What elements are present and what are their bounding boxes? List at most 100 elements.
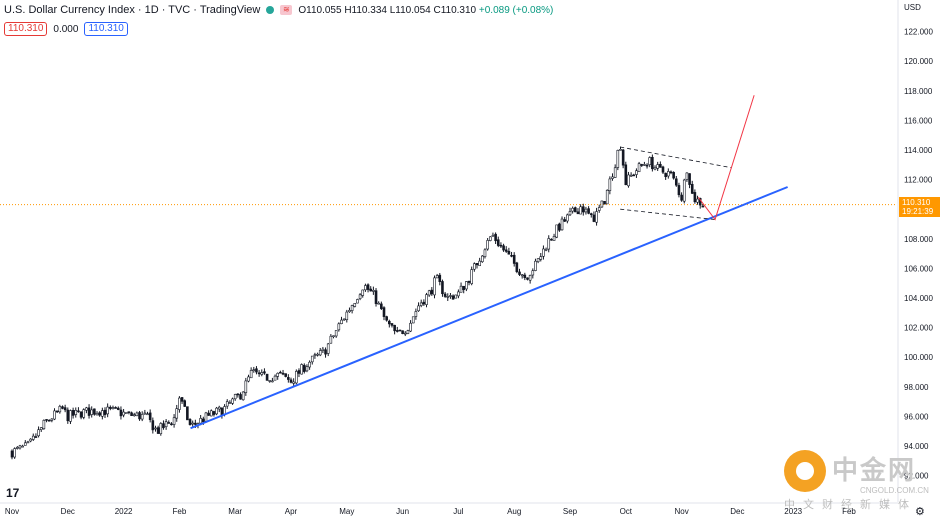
candle: [574, 206, 577, 213]
candle: [605, 189, 609, 205]
candle: [77, 407, 80, 413]
candle: [401, 330, 404, 335]
candle: [289, 377, 293, 384]
candle: [356, 298, 359, 304]
candle: [340, 316, 343, 325]
candle: [651, 154, 654, 172]
candle: [390, 323, 394, 328]
candle: [457, 289, 460, 299]
candle: [470, 266, 473, 286]
channel-lower-line[interactable]: [620, 208, 716, 220]
candle: [414, 308, 418, 320]
candle: [220, 407, 224, 419]
candle: [79, 411, 83, 420]
candle: [568, 207, 572, 216]
y-tick-label: 120.000: [904, 57, 933, 66]
candle: [613, 164, 617, 178]
candle: [680, 192, 683, 202]
x-tick-label: Dec: [730, 507, 744, 516]
candle: [388, 319, 391, 328]
candle: [632, 173, 636, 177]
sell-button[interactable]: 110.310: [4, 22, 48, 36]
candle: [672, 171, 675, 180]
candle: [257, 370, 261, 377]
candle: [682, 178, 686, 204]
candle: [287, 374, 290, 383]
y-tick-label: 100.000: [904, 353, 933, 362]
y-tick-label: 102.000: [904, 324, 933, 333]
candle: [124, 412, 128, 414]
candle: [132, 412, 136, 417]
candle: [696, 195, 699, 205]
candle: [114, 406, 117, 409]
candle: [63, 404, 67, 413]
candle: [534, 258, 537, 272]
y-axis: 122.000 120.000 118.000 116.000 114.000 112.0…: [897, 0, 933, 502]
tradingview-logo[interactable]: 17: [6, 486, 20, 500]
y-tick-label: 96.000: [904, 412, 929, 421]
candle: [475, 263, 479, 269]
x-axis: Nov Dec 2022 Feb Mar Apr May Jun Jul Aug Sep Oct Nov…: [0, 502, 898, 516]
symbol-title[interactable]: U.S. Dollar Currency Index · 1D · TVC · …: [4, 4, 261, 16]
candle: [101, 407, 104, 420]
candle: [148, 409, 152, 423]
x-tick-label: 2022: [115, 507, 133, 516]
candle: [249, 367, 253, 379]
candle: [486, 238, 489, 251]
candle: [119, 406, 123, 420]
candle: [433, 275, 436, 299]
candle: [326, 342, 330, 357]
candle: [608, 176, 612, 195]
channel-upper-line[interactable]: [620, 146, 732, 169]
candle: [502, 243, 505, 252]
candle: [637, 161, 641, 173]
candle: [592, 211, 596, 223]
candle: [276, 372, 280, 380]
candle: [393, 324, 396, 335]
candle: [380, 301, 383, 310]
candle: [109, 405, 112, 411]
projection-path[interactable]: [697, 95, 755, 221]
candle: [188, 418, 192, 426]
x-tick-label: Mar: [228, 507, 242, 516]
blue-trendline[interactable]: [190, 186, 788, 430]
candle: [547, 235, 551, 253]
candle: [462, 285, 466, 294]
candle: [409, 320, 412, 333]
candle: [316, 352, 319, 357]
x-tick-label: May: [339, 507, 354, 516]
candle: [664, 172, 667, 180]
candle: [106, 403, 109, 418]
candle: [597, 204, 601, 213]
candle: [667, 168, 670, 179]
candle: [225, 399, 229, 409]
candle: [183, 399, 187, 407]
candle: [308, 360, 311, 370]
candle: [600, 200, 604, 208]
x-tick-label: Sep: [563, 507, 578, 516]
candle: [82, 408, 86, 420]
candle: [143, 409, 147, 415]
candle: [42, 419, 46, 430]
y-tick-label: 114.000: [904, 146, 933, 155]
candle: [313, 352, 317, 359]
candle: [643, 161, 646, 166]
candle: [544, 247, 548, 252]
candle: [69, 409, 72, 425]
candle: [175, 404, 179, 422]
candle: [422, 299, 426, 306]
y-axis-unit: USD: [904, 3, 921, 12]
y-tick-label: 92.000: [904, 472, 929, 481]
candle: [576, 208, 580, 215]
candle: [207, 410, 210, 416]
gear-icon[interactable]: ⚙: [915, 506, 925, 518]
x-tick-label: Apr: [285, 507, 298, 516]
buy-button[interactable]: 110.310: [84, 22, 128, 36]
candle: [454, 294, 458, 299]
candle: [611, 173, 614, 181]
candle: [353, 303, 357, 308]
candle: [130, 411, 133, 416]
candle: [16, 446, 19, 450]
candle: [209, 409, 213, 417]
